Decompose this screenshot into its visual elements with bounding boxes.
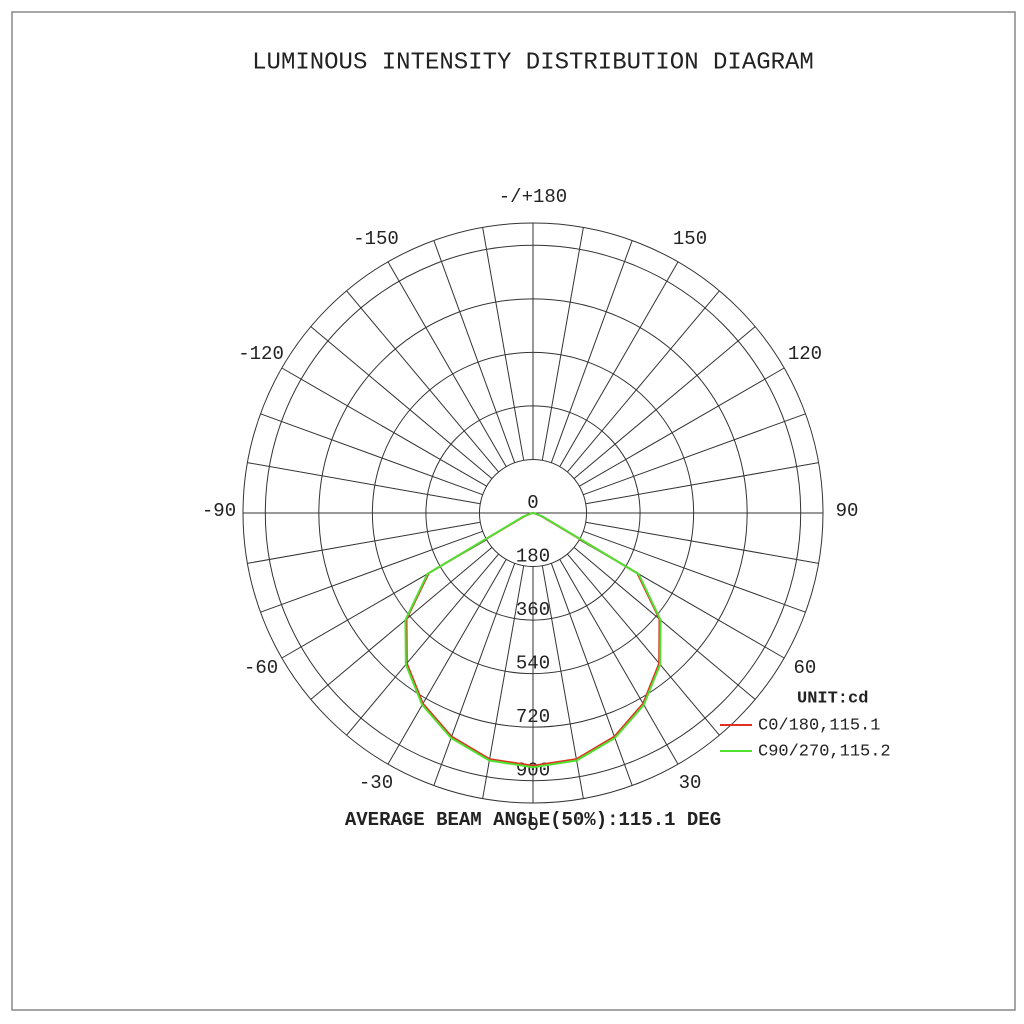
spoke: [559, 559, 679, 765]
legend-label: C0/180,115.1: [758, 716, 880, 735]
chart-title: LUMINOUS INTENSITY DISTRIBUTION DIAGRAM: [252, 49, 814, 76]
spoke: [310, 547, 493, 700]
angle-tick-label: 60: [794, 657, 817, 679]
spoke: [247, 521, 481, 564]
unit-label: UNIT:cd: [797, 689, 868, 708]
legend-label: C90/270,115.2: [758, 742, 891, 761]
spoke: [281, 367, 487, 487]
spoke: [579, 367, 785, 487]
footer: AVERAGE BEAM ANGLE(50%):115.1 DEG: [345, 809, 721, 831]
spoke: [567, 553, 720, 736]
angle-tick-label: 30: [679, 772, 702, 794]
angle-tick-label: 120: [788, 343, 822, 365]
angle-tick-label: 150: [673, 228, 707, 250]
angle-tick-label: -30: [359, 772, 393, 794]
spoke: [573, 547, 756, 700]
spoke: [550, 240, 633, 463]
angle-tick-label: 0: [527, 814, 538, 836]
angle-tick-label: -60: [244, 657, 278, 679]
spoke: [346, 290, 499, 473]
spoke: [567, 290, 720, 473]
spoke: [310, 326, 493, 479]
spoke: [260, 530, 483, 613]
spoke: [550, 563, 633, 786]
spoke: [559, 261, 679, 467]
spoke: [387, 261, 507, 467]
angle-tick-label: 90: [836, 500, 859, 522]
spoke: [346, 553, 499, 736]
r-tick-label: 0: [527, 492, 538, 514]
spoke: [541, 227, 584, 461]
r-tick-label: 180: [516, 546, 550, 568]
spoke: [260, 413, 483, 496]
intensity-curve: [404, 512, 662, 769]
spoke: [585, 521, 819, 564]
angle-tick-label: -120: [238, 343, 284, 365]
spoke: [387, 559, 507, 765]
spoke: [482, 227, 525, 461]
angle-tick-label: -/+180: [499, 186, 567, 208]
spoke: [247, 462, 481, 505]
angle-tick-label: -90: [202, 500, 236, 522]
angle-tick-label: -150: [353, 228, 399, 250]
spoke: [433, 563, 516, 786]
frame: [11, 11, 1016, 1011]
spoke: [583, 530, 806, 613]
spoke: [583, 413, 806, 496]
spoke: [585, 462, 819, 505]
spoke: [433, 240, 516, 463]
spoke: [573, 326, 756, 479]
